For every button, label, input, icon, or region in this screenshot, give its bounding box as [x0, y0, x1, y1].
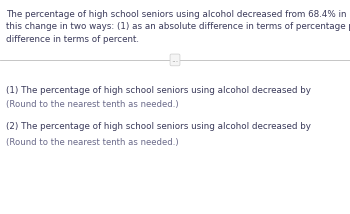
Text: this change in two ways: (1) as an absolute difference in terms of percentage po: this change in two ways: (1) as an absol… — [6, 22, 350, 31]
Text: (Round to the nearest tenth as needed.): (Round to the nearest tenth as needed.) — [6, 100, 179, 108]
Text: (Round to the nearest tenth as needed.): (Round to the nearest tenth as needed.) — [6, 138, 179, 147]
Text: ...: ... — [172, 55, 178, 64]
Text: difference in terms of percent.: difference in terms of percent. — [6, 35, 139, 44]
Text: The percentage of high school seniors using alcohol decreased from 68.4% in 1975: The percentage of high school seniors us… — [6, 10, 350, 19]
Text: (2) The percentage of high school seniors using alcohol decreased by: (2) The percentage of high school senior… — [6, 122, 311, 131]
Text: (1) The percentage of high school seniors using alcohol decreased by: (1) The percentage of high school senior… — [6, 86, 311, 95]
